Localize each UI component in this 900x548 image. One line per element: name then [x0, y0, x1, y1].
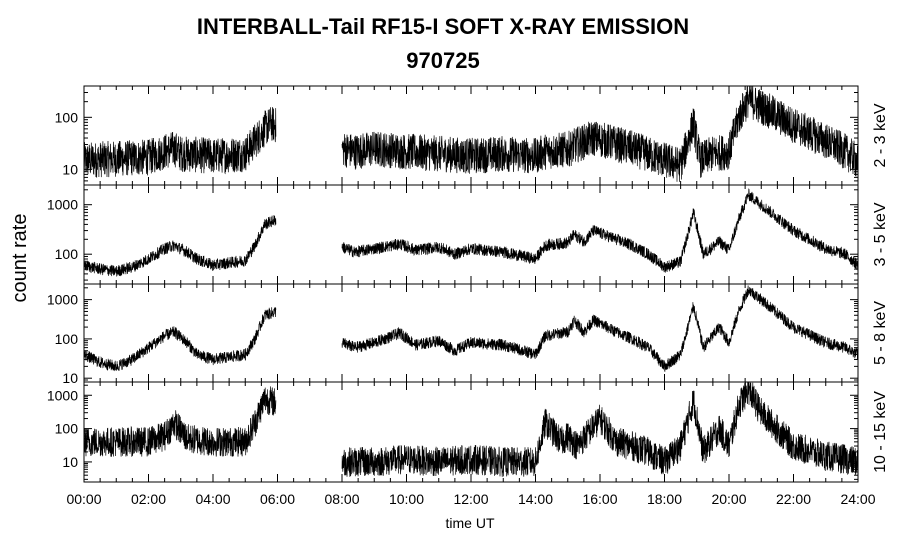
- x-tick-label: 16:00: [582, 491, 617, 507]
- panel-frame: [83, 283, 859, 383]
- x-tick-label: 22:00: [776, 491, 811, 507]
- panel-frame: [83, 85, 859, 186]
- x-tick-label: 00:00: [66, 491, 101, 507]
- series-line: [341, 285, 859, 372]
- panels-group: 10 100 2 - 3 keV 100 1000 3 - 5 keV 10 100 1000 5…: [47, 85, 889, 483]
- x-tick-label: 08:00: [324, 491, 359, 507]
- x-tick-label: 06:00: [260, 491, 295, 507]
- y-tick-label: 100: [55, 246, 79, 262]
- chart-title: INTERBALL-Tail RF15-I SOFT X-RAY EMISSIO…: [197, 14, 689, 39]
- chart-subtitle: 970725: [406, 48, 479, 73]
- x-tick-label: 04:00: [195, 491, 230, 507]
- y-tick-label: 100: [55, 421, 79, 437]
- y-tick-label: 1000: [47, 387, 78, 403]
- x-ticks-group: 00:00 02:00 04:00 06:00 08:00 10:00 12:00 14:00…: [66, 491, 875, 507]
- y-tick-label: 10: [62, 370, 78, 386]
- series-line: [341, 381, 859, 477]
- x-axis-label: time UT: [446, 515, 495, 531]
- series-line: [83, 386, 277, 457]
- series-line: [341, 85, 859, 182]
- x-tick-label: 24:00: [840, 491, 875, 507]
- y-tick-label: 1000: [47, 292, 78, 308]
- channel-label: 5 - 8 keV: [872, 301, 889, 365]
- y-tick-label: 10: [62, 454, 78, 470]
- series-line: [83, 215, 277, 277]
- x-tick-label: 02:00: [131, 491, 166, 507]
- x-tick-label: 10:00: [389, 491, 424, 507]
- panel-2: 10 100 1000 5 - 8 keV: [47, 283, 889, 386]
- panel-frame: [83, 184, 859, 285]
- x-tick-label: 20:00: [711, 491, 746, 507]
- series-line: [83, 307, 277, 372]
- x-tick-label: 18:00: [647, 491, 682, 507]
- y-axis-label: count rate: [9, 214, 31, 303]
- channel-label: 2 - 3 keV: [872, 103, 889, 167]
- series-line: [83, 107, 277, 178]
- y-tick-label: 100: [55, 109, 79, 125]
- panel-0: 10 100 2 - 3 keV: [55, 85, 889, 186]
- x-tick-label: 14:00: [518, 491, 553, 507]
- channel-label: 10 - 15 keV: [872, 391, 889, 473]
- channel-label: 3 - 5 keV: [872, 202, 889, 266]
- y-tick-label: 1000: [47, 197, 78, 213]
- series-line: [341, 188, 859, 273]
- panel-1: 100 1000 3 - 5 keV: [47, 184, 889, 285]
- panel-3: 10 100 1000 10 - 15 keV: [47, 381, 889, 483]
- x-tick-label: 12:00: [453, 491, 488, 507]
- y-tick-label: 100: [55, 331, 79, 347]
- y-tick-label: 10: [62, 161, 78, 177]
